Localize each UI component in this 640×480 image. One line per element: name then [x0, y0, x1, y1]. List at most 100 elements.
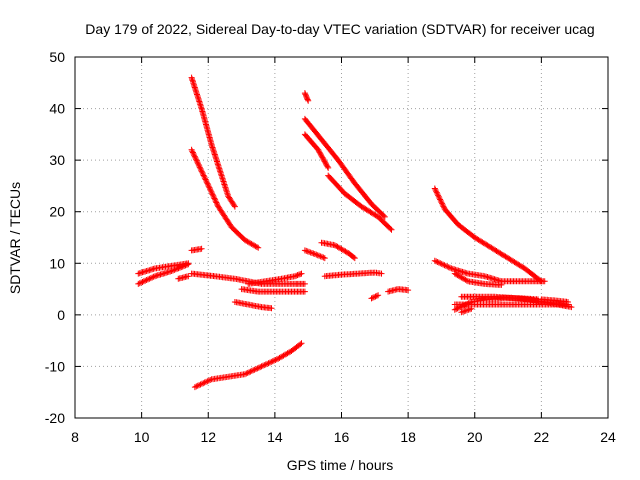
data-point — [207, 377, 214, 383]
data-point — [324, 163, 331, 170]
data-point — [434, 259, 441, 265]
data-point — [568, 304, 575, 311]
data-point — [565, 299, 571, 305]
data-point — [301, 280, 308, 287]
data-point — [257, 364, 264, 371]
data-point — [241, 371, 248, 378]
data-point — [433, 189, 440, 196]
x-tick-label: 20 — [467, 429, 483, 445]
data-point — [185, 273, 192, 280]
series-arc-4 — [301, 115, 388, 220]
data-point — [188, 146, 195, 153]
data-point — [200, 171, 206, 178]
data-point — [433, 258, 440, 265]
x-axis-label: GPS time / hours — [287, 457, 394, 473]
data-point — [198, 380, 205, 387]
data-point — [321, 255, 328, 262]
x-tick-label: 22 — [534, 429, 550, 445]
data-point — [138, 279, 145, 286]
data-point — [442, 262, 449, 269]
data-point — [195, 161, 202, 168]
data-point — [204, 180, 211, 187]
data-point — [435, 192, 442, 199]
data-point — [185, 260, 192, 267]
data-point — [468, 305, 475, 312]
data-point — [316, 149, 323, 156]
data-point — [319, 253, 325, 260]
data-point — [320, 157, 327, 164]
data-point — [463, 277, 470, 284]
data-point — [140, 278, 147, 285]
data-point — [135, 280, 142, 287]
grid — [75, 57, 608, 418]
data-point — [438, 199, 445, 206]
series-arc-19 — [368, 292, 382, 302]
series-arc-22 — [431, 257, 548, 285]
data-point — [196, 163, 203, 169]
data-point — [444, 263, 451, 270]
data-point — [433, 188, 440, 195]
data-point — [203, 177, 210, 184]
y-axis-label: SDTVAR / TECUs — [7, 182, 23, 294]
x-tick-label: 16 — [334, 429, 350, 445]
data-point — [439, 200, 446, 207]
data-point — [381, 213, 388, 220]
data-point — [321, 158, 328, 165]
data-point — [206, 184, 213, 191]
data-point — [436, 195, 443, 202]
x-tick-label: 8 — [71, 429, 79, 445]
data-point — [318, 153, 325, 160]
data-point — [298, 340, 305, 347]
x-tick-label: 10 — [134, 429, 150, 445]
data-point — [350, 254, 357, 261]
data-point — [139, 279, 146, 285]
data-point — [212, 196, 219, 203]
x-tick-label: 24 — [600, 429, 616, 445]
data-point — [205, 183, 212, 190]
y-tick-label: 10 — [49, 255, 65, 271]
data-point — [259, 362, 266, 369]
data-point — [194, 160, 201, 167]
data-point — [438, 260, 445, 267]
data-point — [268, 305, 275, 312]
data-point — [251, 366, 258, 373]
data-point — [272, 357, 279, 363]
data-point — [264, 360, 271, 367]
data-point — [253, 244, 260, 250]
data-point — [437, 196, 444, 203]
data-point — [498, 281, 505, 288]
data-point — [198, 167, 205, 174]
data-point — [231, 202, 238, 209]
data-point — [200, 172, 207, 179]
data-point — [302, 91, 309, 98]
data-point — [201, 173, 208, 180]
data-point — [269, 358, 276, 365]
data-point — [293, 272, 300, 279]
data-point — [198, 168, 205, 175]
data-point — [192, 154, 199, 161]
data-point — [210, 194, 217, 201]
data-point — [325, 164, 332, 171]
data-point — [369, 294, 376, 301]
data-point — [196, 164, 203, 171]
series-arc-28 — [458, 305, 475, 316]
data-point — [266, 359, 273, 366]
data-point — [247, 368, 254, 375]
data-point — [387, 225, 394, 232]
data-point — [459, 308, 466, 315]
data-point — [268, 358, 275, 365]
data-point — [193, 383, 200, 390]
series-arc-14 — [231, 299, 275, 312]
data-point — [371, 294, 378, 301]
data-point — [378, 270, 385, 277]
data-point — [208, 188, 215, 195]
data-point — [351, 255, 358, 262]
data-point — [320, 254, 327, 261]
data-point — [405, 287, 412, 294]
data-point — [143, 277, 150, 283]
data-point — [541, 278, 548, 285]
data-point — [193, 156, 199, 163]
data-point — [322, 159, 329, 166]
data-point — [198, 245, 205, 252]
